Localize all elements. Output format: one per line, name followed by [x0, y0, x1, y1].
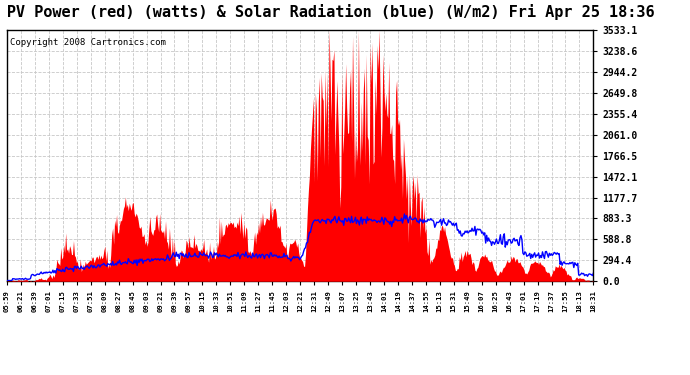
Text: Copyright 2008 Cartronics.com: Copyright 2008 Cartronics.com	[10, 38, 166, 46]
Text: Total PV Power (red) (watts) & Solar Radiation (blue) (W/m2) Fri Apr 25 18:36: Total PV Power (red) (watts) & Solar Rad…	[0, 4, 655, 20]
